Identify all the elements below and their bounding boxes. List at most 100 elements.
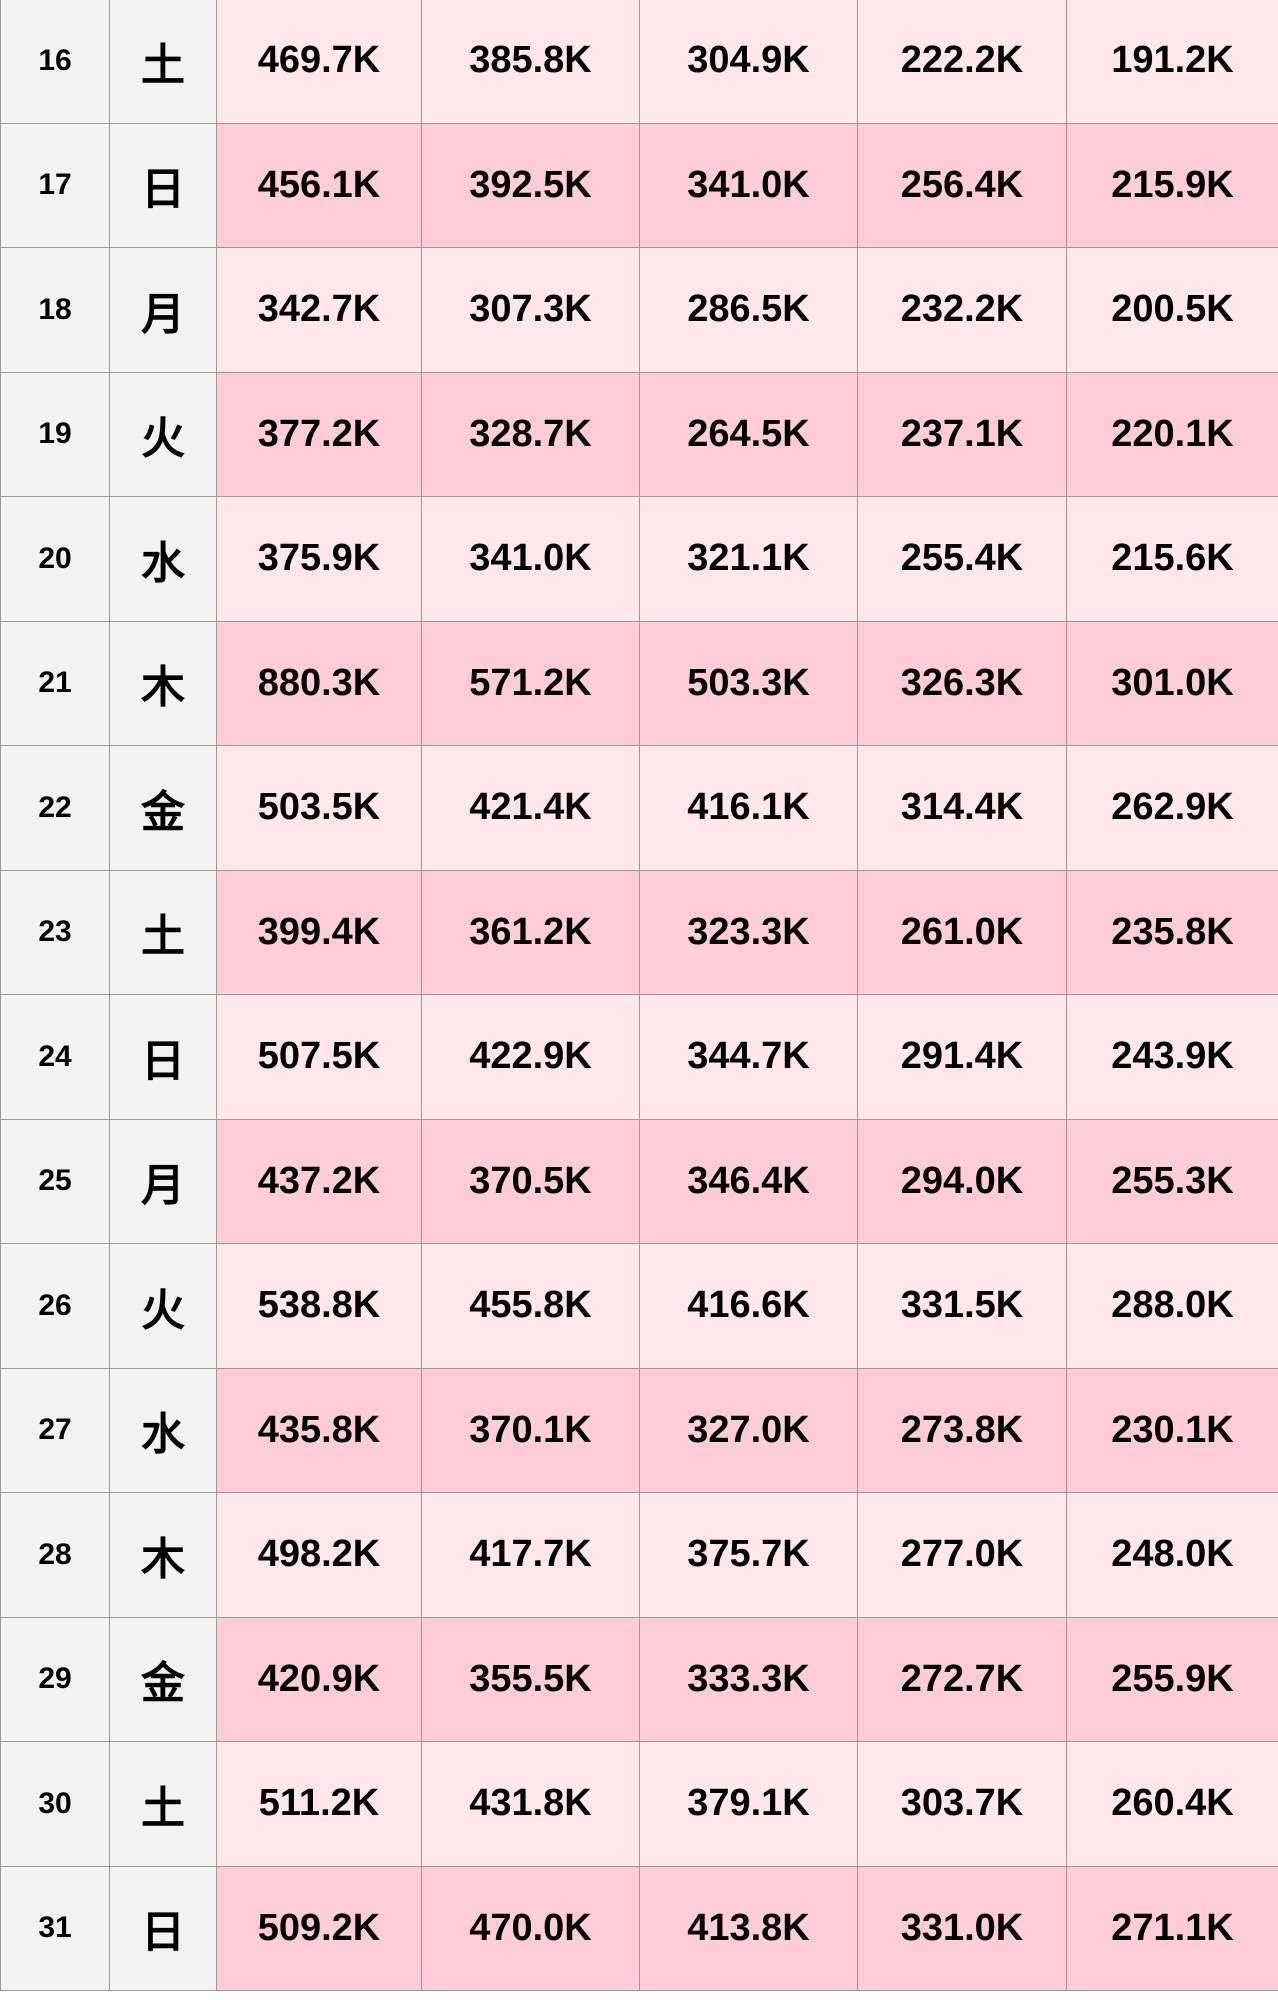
day-number-cell: 27 [0, 1367, 110, 1493]
value-cell: 422.9K [421, 994, 640, 1120]
value-cell: 215.9K [1066, 122, 1278, 248]
value-cell: 264.5K [639, 371, 858, 497]
value-cell: 538.8K [216, 1243, 422, 1369]
weekday-cell: 火 [109, 1243, 217, 1369]
value-cell: 331.5K [857, 1243, 1067, 1369]
value-cell: 456.1K [216, 122, 422, 248]
weekday-cell: 日 [109, 994, 217, 1120]
day-number-cell: 21 [0, 620, 110, 746]
value-cell: 220.1K [1066, 371, 1278, 497]
weekday-cell: 日 [109, 1865, 217, 1991]
day-number-cell: 26 [0, 1243, 110, 1369]
value-cell: 416.6K [639, 1243, 858, 1369]
value-cell: 271.1K [1066, 1865, 1278, 1991]
value-cell: 255.9K [1066, 1616, 1278, 1742]
value-cell: 222.2K [857, 0, 1067, 124]
value-cell: 507.5K [216, 994, 422, 1120]
value-cell: 342.7K [216, 247, 422, 373]
value-cell: 470.0K [421, 1865, 640, 1991]
table-row: 30 土 511.2K 431.8K 379.1K 303.7K 260.4K [0, 1741, 1278, 1867]
value-cell: 399.4K [216, 869, 422, 995]
value-cell: 256.4K [857, 122, 1067, 248]
value-cell: 341.0K [421, 496, 640, 622]
value-cell: 294.0K [857, 1118, 1067, 1244]
value-cell: 355.5K [421, 1616, 640, 1742]
value-cell: 261.0K [857, 869, 1067, 995]
value-cell: 420.9K [216, 1616, 422, 1742]
value-cell: 455.8K [421, 1243, 640, 1369]
value-cell: 326.3K [857, 620, 1067, 746]
day-number-cell: 25 [0, 1118, 110, 1244]
value-cell: 503.5K [216, 745, 422, 871]
value-cell: 509.2K [216, 1865, 422, 1991]
weekday-cell: 土 [109, 869, 217, 995]
value-cell: 237.1K [857, 371, 1067, 497]
weekday-cell: 日 [109, 122, 217, 248]
value-cell: 301.0K [1066, 620, 1278, 746]
weekday-cell: 火 [109, 371, 217, 497]
weekday-cell: 月 [109, 247, 217, 373]
value-cell: 361.2K [421, 869, 640, 995]
value-cell: 331.0K [857, 1865, 1067, 1991]
value-cell: 571.2K [421, 620, 640, 746]
value-cell: 880.3K [216, 620, 422, 746]
value-cell: 232.2K [857, 247, 1067, 373]
value-cell: 375.9K [216, 496, 422, 622]
table-row: 23 土 399.4K 361.2K 323.3K 261.0K 235.8K [0, 869, 1278, 995]
day-number-cell: 29 [0, 1616, 110, 1742]
weekday-cell: 水 [109, 1367, 217, 1493]
weekday-cell: 水 [109, 496, 217, 622]
value-cell: 255.4K [857, 496, 1067, 622]
day-number-cell: 31 [0, 1865, 110, 1991]
value-cell: 327.0K [639, 1367, 858, 1493]
day-number-cell: 16 [0, 0, 110, 124]
value-cell: 385.8K [421, 0, 640, 124]
day-number-cell: 24 [0, 994, 110, 1120]
weekday-cell: 木 [109, 1492, 217, 1618]
table-row: 16 土 469.7K 385.8K 304.9K 222.2K 191.2K [0, 0, 1278, 124]
value-cell: 191.2K [1066, 0, 1278, 124]
value-cell: 260.4K [1066, 1741, 1278, 1867]
value-cell: 304.9K [639, 0, 858, 124]
table-row: 22 金 503.5K 421.4K 416.1K 314.4K 262.9K [0, 745, 1278, 871]
weekday-cell: 金 [109, 1616, 217, 1742]
value-cell: 498.2K [216, 1492, 422, 1618]
weekday-cell: 木 [109, 620, 217, 746]
table-row: 18 月 342.7K 307.3K 286.5K 232.2K 200.5K [0, 247, 1278, 373]
table-row: 31 日 509.2K 470.0K 413.8K 331.0K 271.1K [0, 1865, 1278, 1991]
value-cell: 328.7K [421, 371, 640, 497]
table-row: 26 火 538.8K 455.8K 416.6K 331.5K 288.0K [0, 1243, 1278, 1369]
value-cell: 288.0K [1066, 1243, 1278, 1369]
value-cell: 421.4K [421, 745, 640, 871]
value-cell: 413.8K [639, 1865, 858, 1991]
weekday-cell: 土 [109, 0, 217, 124]
day-number-cell: 22 [0, 745, 110, 871]
value-cell: 370.1K [421, 1367, 640, 1493]
day-number-cell: 23 [0, 869, 110, 995]
value-cell: 272.7K [857, 1616, 1067, 1742]
value-cell: 377.2K [216, 371, 422, 497]
value-cell: 379.1K [639, 1741, 858, 1867]
day-number-cell: 18 [0, 247, 110, 373]
value-cell: 346.4K [639, 1118, 858, 1244]
value-cell: 314.4K [857, 745, 1067, 871]
value-cell: 277.0K [857, 1492, 1067, 1618]
value-cell: 375.7K [639, 1492, 858, 1618]
day-number-cell: 19 [0, 371, 110, 497]
table-row: 28 木 498.2K 417.7K 375.7K 277.0K 248.0K [0, 1492, 1278, 1618]
table-row: 25 月 437.2K 370.5K 346.4K 294.0K 255.3K [0, 1118, 1278, 1244]
value-cell: 469.7K [216, 0, 422, 124]
value-cell: 215.6K [1066, 496, 1278, 622]
value-cell: 323.3K [639, 869, 858, 995]
value-cell: 243.9K [1066, 994, 1278, 1120]
value-cell: 255.3K [1066, 1118, 1278, 1244]
day-number-cell: 17 [0, 122, 110, 248]
value-cell: 511.2K [216, 1741, 422, 1867]
value-cell: 333.3K [639, 1616, 858, 1742]
value-cell: 200.5K [1066, 247, 1278, 373]
value-cell: 344.7K [639, 994, 858, 1120]
weekday-cell: 月 [109, 1118, 217, 1244]
